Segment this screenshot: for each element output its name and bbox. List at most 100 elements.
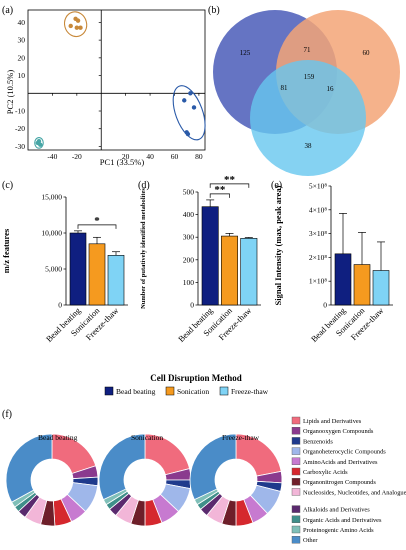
pca-ellipse-freeze	[34, 137, 44, 149]
pca-ytick-label: -30	[15, 142, 25, 151]
panel-label-a: (a)	[2, 5, 13, 16]
pca-xtick-label: 40	[146, 152, 154, 161]
venn-circle-freeze	[250, 60, 366, 176]
venn-region-sonic-freeze: 16	[327, 85, 335, 93]
significance-marker: *	[94, 215, 100, 227]
significance-marker: **	[224, 174, 236, 186]
bar-sonication	[221, 235, 238, 306]
bar-ytick-label: 3×10⁸	[309, 229, 327, 238]
bar-chart-metabolites: 0 100 200 300 400 500 Number of putatively ide…	[140, 174, 261, 344]
panel-label-f: (f)	[2, 409, 12, 420]
bar-ytick-label: 4×10⁸	[309, 205, 327, 214]
bar-bead-beating	[201, 206, 219, 306]
bar-ytick-label: 0	[323, 301, 327, 310]
venn-region-all: 159	[304, 73, 315, 81]
pca-xtick-label: 60	[171, 152, 179, 161]
pca-xtick-label: 80	[195, 152, 203, 161]
donut-legend-swatch	[291, 437, 301, 445]
bar-ytick-label: 0	[58, 301, 62, 310]
donut-legend-swatch	[291, 457, 301, 465]
legend-swatch-bead-beating	[104, 386, 114, 396]
donut-legend-swatch	[291, 467, 301, 476]
bar-ytick-label: 10,000	[41, 229, 62, 238]
donut-legend-label: Proteinogenic Amino Acids	[303, 527, 374, 534]
pca-xtick-label: -20	[72, 152, 82, 161]
pca-plot: PC1 (33.5%) PC2 (10.5%) -40 -20 20 40 60 80 -3…	[5, 9, 206, 167]
donut-title-bead-beating: Bead beating	[38, 433, 78, 442]
venn-diagram: 125 71 60 159 81 16 38	[213, 10, 400, 176]
pca-ylabel: PC2 (10.5%)	[5, 70, 15, 115]
venn-region-bead-freeze: 81	[281, 84, 289, 92]
bar-freeze-thaw	[240, 238, 258, 306]
bar-sonication	[353, 264, 371, 306]
pca-point-sonic	[75, 18, 81, 23]
panel-label-e: (e)	[271, 180, 282, 191]
bar-ytick-label: 300	[183, 233, 195, 242]
significance-bracket	[209, 183, 250, 188]
donut-title-sonication: Sonication	[131, 433, 163, 442]
pca-xlabel: PC1 (33.5%)	[100, 157, 145, 167]
donut-legend-swatch	[291, 515, 301, 523]
pca-ytick-label: -20	[15, 124, 25, 133]
pca-frame	[27, 9, 206, 151]
donut-legend-label: Nucleosides, Nucleotides, and Analogues	[303, 489, 406, 496]
donut-legend-label: AminoAcids and Derivatives	[303, 459, 378, 466]
pca-point-freeze	[38, 142, 43, 147]
pca-point-bead	[182, 98, 187, 103]
bar-ylabel: Signal Intensity (max, peak area)	[273, 185, 283, 305]
significance-bracket	[209, 193, 230, 198]
bar-ytick-label: 0	[190, 301, 194, 310]
pca-xtick-label: 20	[122, 152, 130, 161]
legend-label-freeze-thaw: Freeze-thaw	[231, 387, 269, 396]
shared-xlabel: Cell Disruption Method	[150, 373, 242, 383]
venn-region-bead-sonic: 71	[304, 46, 312, 54]
venn-region-sonic-only: 60	[363, 49, 371, 57]
bar-ylabel: Number of putatively identified metaboli…	[140, 188, 147, 309]
pca-ytick-label: -10	[15, 107, 25, 116]
pca-point-bead	[185, 131, 191, 137]
donut-legend-label: Benzenoids	[303, 438, 333, 445]
legend-swatch-freeze-thaw	[219, 386, 229, 396]
donut-legend-swatch	[291, 488, 301, 496]
venn-region-bead-only: 125	[240, 49, 251, 57]
donut-title-freeze-thaw: Freeze-thaw	[222, 433, 260, 442]
donut-legend: Lipids and Derivatives Organooxygen Compo…	[291, 416, 406, 544]
donut-legend-label: Other	[303, 537, 318, 544]
bar-ytick-label: 1×10⁸	[309, 277, 327, 286]
donut-legend-label: Lipids and Derivatives	[303, 418, 362, 425]
donut-legend-swatch	[291, 427, 301, 435]
bar-legend: Bead beating Sonication Freeze-thaw	[104, 386, 269, 396]
bar-ylabel: m/z features	[1, 228, 11, 273]
bar-sonication	[88, 243, 106, 306]
donut-legend-swatch	[291, 525, 301, 534]
pca-ytick-label: 10	[18, 71, 26, 80]
bar-ytick-label: 400	[183, 210, 195, 219]
pca-ytick-label: 40	[18, 18, 26, 27]
donut-legend-label: Carboxylic Acids	[303, 469, 348, 476]
significance-bracket	[77, 224, 117, 229]
bar-ytick-label: 200	[183, 255, 195, 264]
donut-legend-label: Organooxygen Compounds	[303, 428, 374, 435]
pca-point-bead	[191, 105, 197, 110]
pca-xtick-label: -40	[47, 152, 57, 161]
legend-label-bead-beating: Bead beating	[116, 387, 156, 396]
donut-legend-swatch	[291, 447, 301, 455]
legend-label-sonication: Sonication	[177, 387, 209, 396]
pca-ellipse-sonic	[63, 11, 88, 38]
donut-legend-swatch	[291, 505, 301, 513]
bar-ytick-label: 2×10⁸	[309, 253, 327, 262]
bar-bead-beating	[334, 253, 352, 306]
donut-legend-label: Organoheterocyclic Compounds	[303, 449, 386, 456]
panel-label-d: (d)	[138, 180, 150, 191]
pca-point-freeze	[36, 138, 42, 144]
donut-slice-freeze-thaw	[189, 433, 237, 501]
bar-bead-beating	[69, 232, 87, 306]
significance-marker: **	[214, 184, 226, 196]
panel-label-c: (c)	[2, 180, 13, 191]
donut-legend-label: Organic Acids and Derivatives	[303, 517, 382, 524]
donut-charts: Bead beating Sonication Freeze-thaw	[5, 433, 283, 527]
donut-slice-bead-beating	[5, 433, 53, 503]
donut-legend-swatch	[291, 416, 301, 425]
pca-ellipse-bead	[172, 85, 206, 141]
